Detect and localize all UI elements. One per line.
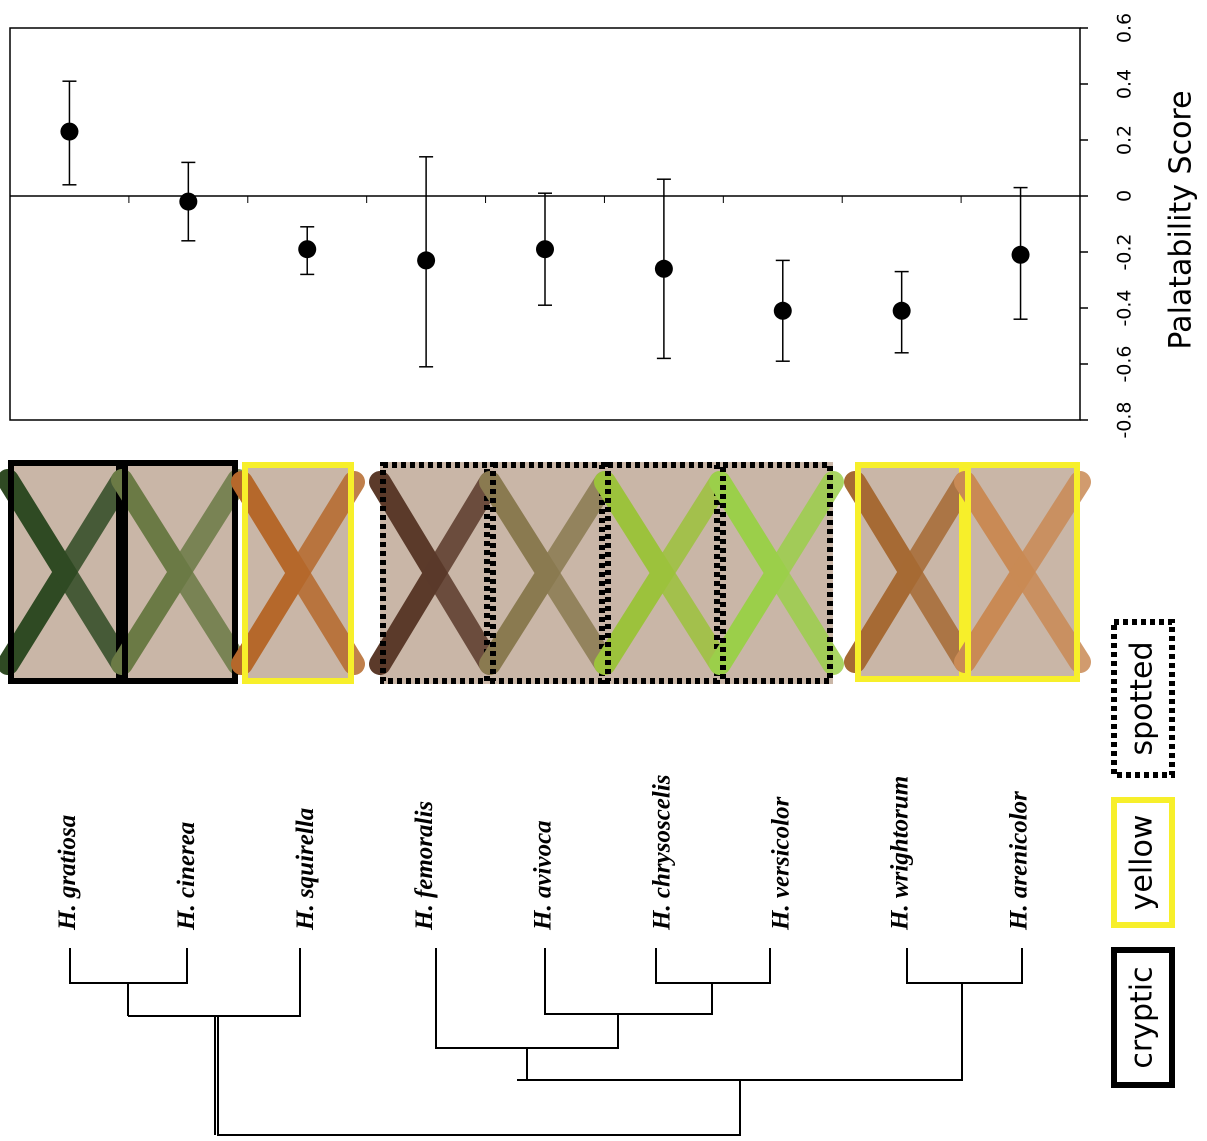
point [655, 260, 673, 278]
species-label: H. arenicolor [1005, 791, 1032, 931]
y-tick-label: 0.2 [1114, 125, 1136, 155]
point [774, 302, 792, 320]
y-axis-label: Palatability Score [1164, 90, 1199, 349]
dendrogram [70, 948, 1022, 1135]
legend-label: yellow [1125, 815, 1160, 911]
species-label: H. gratiosa [54, 815, 81, 931]
point [1012, 246, 1030, 264]
y-tick-label: 0.6 [1114, 13, 1136, 43]
y-tick-label: -0.2 [1114, 233, 1136, 270]
point [179, 193, 197, 211]
point [417, 251, 435, 269]
point [60, 123, 78, 141]
species-label: H. wrightorum [886, 776, 913, 931]
figure: Palatability Score -0.8 -0.6 -0.4 -0.2 0 0.2 0… [0, 0, 1207, 1141]
species-label: H. versicolor [768, 796, 795, 931]
y-tick-label: -0.4 [1114, 289, 1136, 326]
point [298, 240, 316, 258]
y-tick-label: -0.8 [1114, 401, 1136, 438]
y-tick-label: -0.6 [1114, 345, 1136, 382]
species-label: H. femoralis [411, 801, 438, 931]
y-tick-label: 0 [1114, 190, 1136, 202]
point [893, 302, 911, 320]
point [536, 240, 554, 258]
legend-label: cryptic [1125, 966, 1160, 1068]
species-label: H. cinerea [173, 822, 200, 931]
legend-label: spotted [1125, 641, 1160, 755]
species-label: H. squirella [292, 808, 319, 931]
species-label: H. chrysoscelis [649, 774, 676, 931]
species-label: H. avivoca [530, 820, 557, 931]
y-tick-label: 0.4 [1114, 69, 1136, 99]
